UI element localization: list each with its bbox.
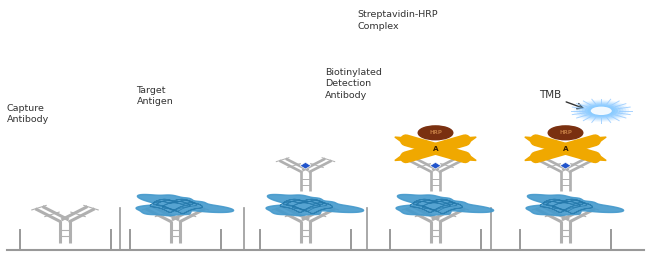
Text: Streptavidin-HRP
Complex: Streptavidin-HRP Complex <box>358 10 438 31</box>
Polygon shape <box>592 137 606 142</box>
Text: A: A <box>563 146 568 152</box>
Polygon shape <box>525 137 540 142</box>
Circle shape <box>577 101 626 121</box>
Polygon shape <box>300 162 311 169</box>
Text: HRP: HRP <box>559 130 572 135</box>
Circle shape <box>548 126 583 140</box>
Circle shape <box>584 104 618 118</box>
Polygon shape <box>592 155 606 160</box>
Circle shape <box>573 100 629 122</box>
Circle shape <box>579 102 623 120</box>
Polygon shape <box>266 194 363 216</box>
Circle shape <box>590 106 612 115</box>
Circle shape <box>582 103 621 119</box>
Polygon shape <box>395 155 410 160</box>
Polygon shape <box>396 194 493 216</box>
Circle shape <box>595 109 607 113</box>
Polygon shape <box>560 162 571 169</box>
Text: HRP: HRP <box>429 130 442 135</box>
Polygon shape <box>395 137 410 142</box>
Text: A: A <box>433 146 438 152</box>
Circle shape <box>591 107 612 115</box>
Text: Capture
Antibody: Capture Antibody <box>6 104 49 125</box>
Polygon shape <box>136 194 233 216</box>
Circle shape <box>593 107 610 114</box>
Polygon shape <box>430 162 441 169</box>
Polygon shape <box>525 155 540 160</box>
Polygon shape <box>462 155 476 160</box>
Circle shape <box>588 105 615 116</box>
Polygon shape <box>526 194 623 216</box>
Text: Biotinylated
Detection
Antibody: Biotinylated Detection Antibody <box>325 68 382 100</box>
Circle shape <box>599 110 604 112</box>
Polygon shape <box>462 137 476 142</box>
Circle shape <box>418 126 453 140</box>
Text: TMB: TMB <box>539 90 561 100</box>
Text: Target
Antigen: Target Antigen <box>136 86 174 106</box>
